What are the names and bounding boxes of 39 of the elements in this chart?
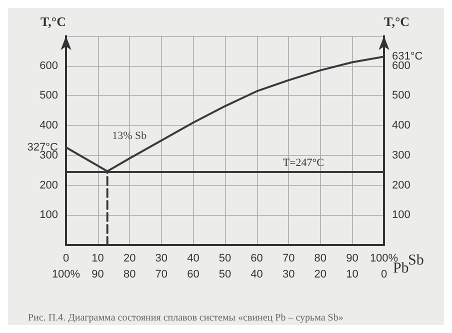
x-tick-label: 40 (187, 252, 200, 264)
y2-tick-label: 400 (392, 120, 410, 132)
y2-tick-label: 500 (392, 90, 410, 102)
y-tick-label: 300 (40, 149, 58, 162)
x2-tick-label: 0 (380, 268, 388, 280)
x2-tick-label: 20 (314, 268, 327, 280)
annotation: 13% Sb (112, 130, 148, 142)
x-tick-label: 30 (155, 252, 168, 264)
text: Рис. П.4. Диаграмма состояния сплавов системы «свинец Pb – сурьма Sb» (28, 312, 344, 324)
x2-axis-title: Pb (392, 260, 409, 276)
y-tick-label: 200 (40, 179, 58, 192)
y2-tick-label: 100 (392, 209, 410, 222)
x-tick-label: 10 (92, 252, 104, 264)
x-tick-label: 20 (123, 252, 136, 264)
x-tick-label: 70 (282, 252, 295, 264)
x2-tick-label: 80 (123, 268, 136, 280)
x2-tick-label: 10 (346, 268, 358, 280)
x2-tick-label: 70 (155, 268, 168, 280)
y-tick-label: 600 (40, 60, 58, 72)
y2-tick-label: 300 (392, 149, 410, 162)
x-tick-label: 80 (314, 252, 327, 264)
y2-tick-label: 200 (392, 179, 410, 192)
x-tick-label: 0 (62, 252, 70, 264)
y2-axis-title: T,°C (384, 14, 410, 29)
x2-tick-label: 90 (92, 268, 104, 280)
x2-tick-label: 30 (282, 268, 295, 280)
x-axis-title: Sb (408, 252, 424, 268)
x-tick-label: 60 (250, 252, 263, 264)
y-tick-label: 400 (40, 120, 58, 132)
x-tick-label: 90 (346, 252, 358, 264)
x2-tick-label: 40 (250, 268, 263, 280)
y-tick-label: 500 (40, 90, 58, 102)
x-tick-label: 50 (218, 252, 232, 264)
x2-tick-label: 100% (52, 268, 80, 280)
ref-line-label: T=247°C (282, 156, 324, 169)
y-axis-title: T,°C (40, 14, 66, 29)
x2-tick-label: 60 (187, 268, 200, 280)
y-tick-label: 100 (40, 209, 58, 222)
x2-tick-label: 50 (218, 268, 232, 280)
